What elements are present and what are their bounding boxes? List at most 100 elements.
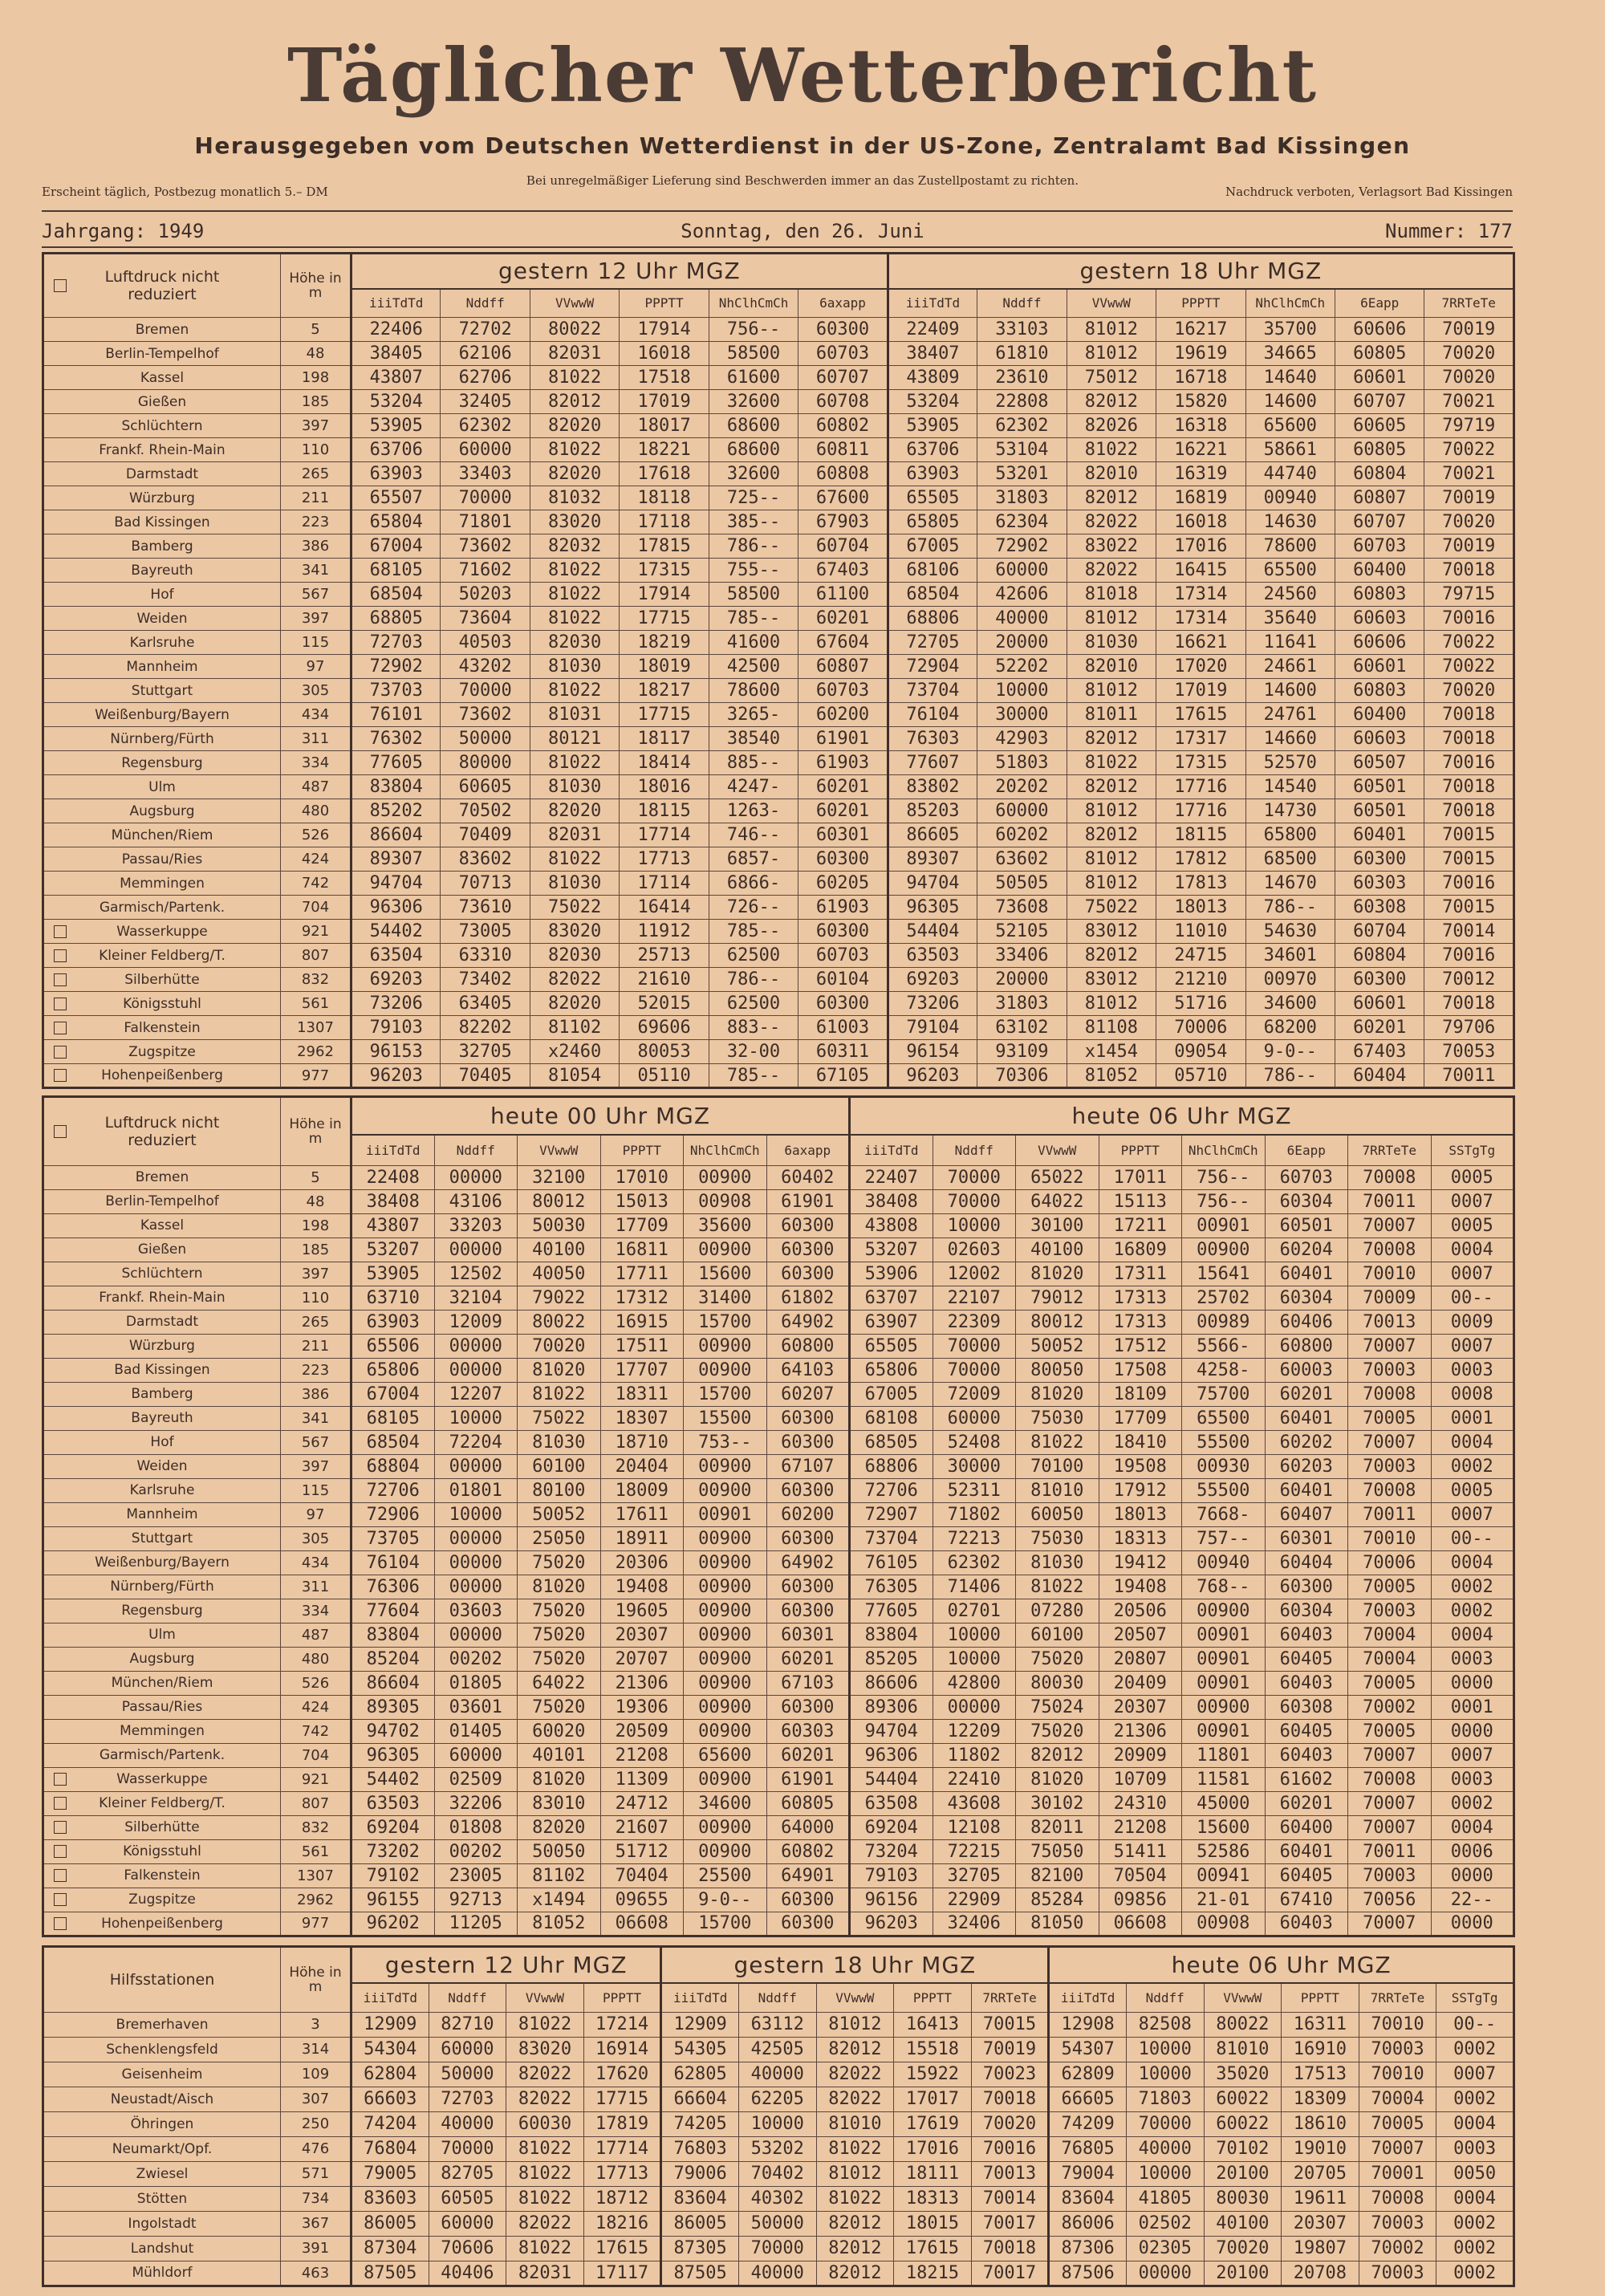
data-cell: 52202: [977, 654, 1067, 679]
station-height: 115: [280, 630, 351, 655]
data-cell: 60200: [766, 1502, 851, 1527]
station-row: Bamberg 386 67004 12207 81022 18311 15700 60207…: [43, 1381, 1515, 1407]
data-cell: 67403: [798, 558, 888, 583]
data-cell: 82202: [440, 1015, 530, 1040]
column-header: 7RRTeTe: [1347, 1134, 1432, 1166]
data-cell: 22107: [932, 1285, 1017, 1311]
station-row: Schenklengsfeld 314 54304 60000 83020 16914 54…: [43, 2036, 1514, 2062]
data-cell: 16914: [583, 2036, 662, 2062]
data-cell: 82026: [1066, 413, 1157, 438]
data-cell: 69606: [619, 1015, 709, 1040]
data-cell: 0005: [1430, 1477, 1515, 1503]
data-cell: 60201: [1334, 1015, 1425, 1040]
data-cell: 60201: [766, 1742, 851, 1768]
data-cell: 61903: [798, 750, 888, 775]
column-header: iiiTdTd: [660, 1982, 739, 2013]
data-cell: 54305: [660, 2036, 739, 2062]
data-cell: 60501: [1334, 799, 1425, 823]
data-cell: 0001: [1430, 1694, 1515, 1720]
data-cell: 81012: [1066, 678, 1157, 703]
data-cell: 0007: [1430, 1261, 1515, 1286]
data-cell: 74205: [660, 2111, 739, 2137]
data-cell: 60507: [1334, 750, 1425, 775]
station-name: München/Riem: [43, 1670, 281, 1696]
data-cell: 72706: [848, 1477, 933, 1503]
station-height: 250: [280, 2111, 351, 2137]
data-cell: 53204: [349, 389, 441, 414]
station-row: Mannheim 97 72902 43202 81030 18019 42500 60807…: [43, 654, 1514, 679]
data-cell: 38407: [886, 341, 978, 366]
data-cell: 83604: [1047, 2185, 1127, 2212]
data-cell: 70000: [440, 678, 530, 703]
data-cell: 883--: [708, 1015, 799, 1040]
data-cell: 70018: [1424, 558, 1514, 583]
data-cell: 64901: [766, 1863, 851, 1888]
data-cell: 86604: [350, 1670, 435, 1696]
data-cell: 70405: [440, 1063, 530, 1088]
data-cell: 68504: [886, 582, 978, 607]
data-cell: 10000: [932, 1622, 1017, 1648]
station-height: 305: [280, 678, 351, 703]
column-header: 7RRTeTe: [970, 1982, 1050, 2013]
data-cell: 01801: [433, 1477, 518, 1503]
data-cell: 75020: [517, 1598, 601, 1623]
data-cell: 72706: [350, 1477, 435, 1503]
data-cell: 70011: [1347, 1189, 1432, 1214]
data-cell: 7668-: [1181, 1502, 1266, 1527]
data-cell: 82508: [1125, 2011, 1205, 2038]
data-cell: 70005: [1347, 1670, 1432, 1696]
station-row: Gießen 185 53207 00000 40100 16811 00900 60300 5…: [43, 1237, 1515, 1262]
data-cell: 70014: [970, 2185, 1050, 2212]
data-cell: 17620: [583, 2061, 662, 2087]
data-cell: 61003: [798, 1015, 888, 1040]
data-cell: 34600: [1245, 991, 1335, 1016]
station-height: 334: [280, 1598, 351, 1623]
station-height: 424: [280, 1694, 351, 1720]
data-cell: 62809: [1047, 2061, 1127, 2087]
data-cell: 60000: [977, 799, 1067, 823]
data-cell: 19508: [1098, 1453, 1183, 1479]
data-cell: 60807: [798, 654, 888, 679]
data-cell: 18009: [599, 1477, 684, 1503]
data-cell: 72906: [350, 1502, 435, 1527]
data-cell: 60800: [766, 1333, 851, 1359]
data-cell: 51803: [977, 750, 1067, 775]
data-cell: 81012: [1066, 847, 1157, 872]
data-cell: 0005: [1430, 1164, 1515, 1190]
data-cell: 16319: [1156, 461, 1246, 486]
data-cell: 70002: [1358, 2235, 1437, 2261]
data-cell: 00000: [433, 1574, 518, 1599]
station-name: Wasserkuppe: [43, 919, 281, 944]
data-cell: 81010: [1203, 2036, 1282, 2062]
station-height: 307: [280, 2086, 351, 2112]
data-cell: 68500: [1245, 847, 1335, 872]
data-cell: 79004: [1047, 2160, 1127, 2187]
data-cell: 9-0--: [1245, 1039, 1335, 1064]
data-cell: 33103: [977, 317, 1067, 342]
data-cell: 53207: [350, 1237, 435, 1262]
data-cell: 50030: [517, 1213, 601, 1238]
column-header: VVwwW: [1066, 288, 1157, 318]
data-cell: 75020: [517, 1646, 601, 1672]
station-name-text: München/Riem: [111, 1675, 213, 1692]
data-cell: 70606: [428, 2235, 507, 2261]
data-cell: 32705: [932, 1863, 1017, 1888]
station-name-text: Königsstuhl: [123, 1843, 201, 1860]
station-height: 921: [280, 1766, 351, 1792]
station-name-text: Weißenburg/Bayern: [95, 1554, 230, 1571]
station-name-text: Neustadt/Aisch: [110, 2091, 214, 2107]
data-cell: 785--: [708, 606, 799, 631]
data-cell: 40100: [517, 1237, 601, 1262]
station-row: Hohenpeißenberg 977 96203 70405 81054 05110 78…: [43, 1063, 1514, 1088]
weather-table: Luftdruck nicht reduziert Höhe in m heute …: [42, 1095, 1516, 1937]
data-cell: 43807: [350, 1213, 435, 1238]
station-name: Gießen: [43, 389, 281, 414]
data-cell: 00900: [683, 1333, 767, 1359]
data-cell: 02603: [932, 1237, 1017, 1262]
data-cell: 20202: [977, 774, 1067, 799]
data-cell: 24712: [599, 1790, 684, 1816]
data-cell: 82012: [1066, 823, 1157, 847]
data-cell: 50052: [517, 1502, 601, 1527]
data-cell: 32-00: [708, 1039, 799, 1064]
data-cell: 17315: [1156, 750, 1246, 775]
